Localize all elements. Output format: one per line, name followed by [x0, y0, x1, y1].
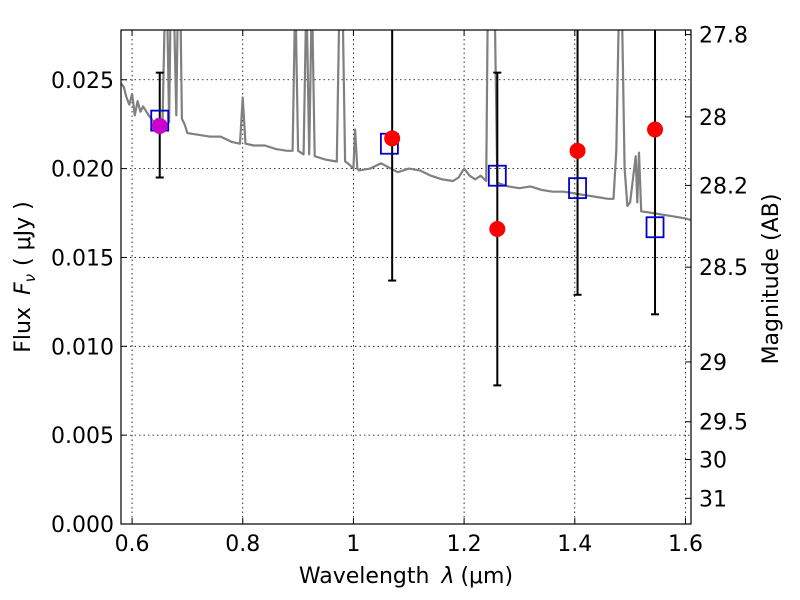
y-axis-label: Flux Fν ( μJy )	[11, 201, 39, 352]
observed-point	[647, 121, 664, 138]
plot-frame	[120, 29, 692, 525]
y2-tick-label: 28	[699, 106, 727, 131]
y2-tick-label: 28.2	[699, 174, 748, 199]
x-axis-ticks: 0.6 0.8 1 1.2 1.4 1.6	[115, 30, 703, 557]
y2-tick-label: 31	[699, 487, 727, 512]
y2-tick-label: 30	[699, 448, 727, 473]
y-tick-label: 0.010	[51, 335, 114, 360]
y2-tick-label: 29.5	[699, 411, 748, 436]
model-point	[568, 177, 587, 200]
model-point	[487, 164, 507, 187]
spectrum-line	[121, 30, 691, 222]
spectrum-layer	[121, 30, 691, 222]
x-axis-label-symbol: λ	[440, 564, 454, 589]
x-axis-label-unit: (μm)	[460, 564, 513, 589]
errorbar-layer	[155, 30, 660, 387]
y-axis-label-subscript: ν	[21, 274, 39, 282]
model-points-layer	[150, 109, 665, 239]
y-axis-label-unit: ( μJy )	[11, 201, 36, 266]
x-tick-label: 0.6	[115, 532, 150, 557]
y2-axis-label: Magnitude (AB)	[759, 194, 784, 365]
y-tick-label: 0.025	[51, 69, 114, 94]
x-tick-label: 1	[346, 532, 360, 557]
y2-tick-label: 28.5	[699, 256, 748, 281]
x-tick-label: 1.2	[447, 532, 482, 557]
observed-point-highlight	[151, 117, 168, 134]
grid	[121, 30, 691, 525]
observed-point	[384, 130, 401, 147]
x-tick-label: 0.8	[225, 532, 260, 557]
y2-tick-label: 27.8	[699, 24, 748, 49]
y-tick-label: 0.000	[51, 513, 114, 538]
y-tick-label: 0.015	[51, 246, 114, 271]
observed-point	[569, 142, 586, 159]
model-point	[645, 216, 665, 239]
x-axis-label: Wavelength λ (μm)	[299, 564, 513, 589]
observed-points-layer	[151, 117, 664, 238]
x-tick-label: 1.4	[557, 532, 592, 557]
y-axis-label-symbol: F	[11, 282, 36, 295]
observed-point	[489, 221, 506, 238]
y-axis-ticks: 0.000 0.005 0.010 0.015 0.020 0.025	[51, 69, 127, 538]
y2-tick-label: 29	[699, 351, 727, 376]
y-axis-label-prefix: Flux	[11, 307, 36, 353]
y-tick-label: 0.005	[51, 424, 114, 449]
y-tick-label: 0.020	[51, 158, 114, 183]
y2-axis-ticks: 27.8 28 28.2 28.5 29 29.5 30 31	[685, 24, 748, 512]
x-axis-label-prefix: Wavelength	[299, 564, 430, 589]
x-tick-label: 1.6	[668, 532, 703, 557]
